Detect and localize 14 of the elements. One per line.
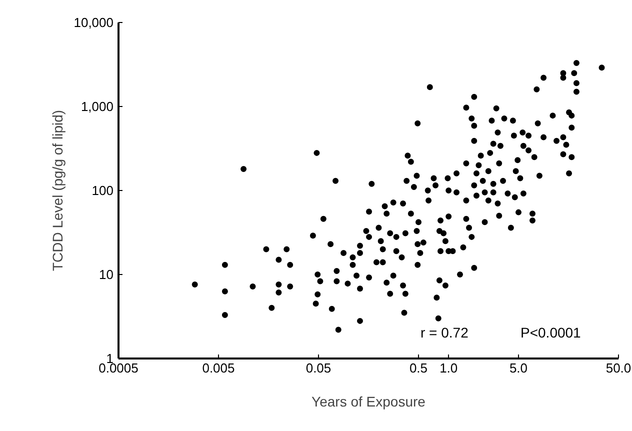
annotation: P<0.0001 xyxy=(520,324,582,340)
annotation: r = 0.72 xyxy=(420,324,469,340)
x-tick-label: 50.0 xyxy=(606,360,632,376)
x-axis-title: Years of Exposure xyxy=(312,394,426,410)
x-tick-label: 0.005 xyxy=(202,360,235,376)
y-tick-label: 10 xyxy=(99,267,114,282)
x-tick-label: 0.5 xyxy=(409,360,428,376)
y-tick-label: 100 xyxy=(92,183,114,198)
x-tick-label: 5.0 xyxy=(509,360,528,376)
y-tick-label: 10,000 xyxy=(74,15,114,30)
x-tick-label: 1.0 xyxy=(440,360,458,376)
x-tick-label: 0.05 xyxy=(306,360,332,376)
y-axis-title: TCDD Level (pg/g of lipid) xyxy=(50,110,66,272)
y-tick-label: 1,000 xyxy=(80,99,114,114)
